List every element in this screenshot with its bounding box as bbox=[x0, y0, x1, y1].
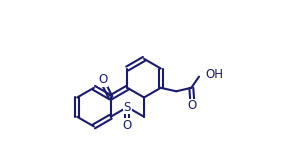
Text: O: O bbox=[123, 119, 132, 132]
Text: OH: OH bbox=[205, 68, 223, 81]
Text: O: O bbox=[188, 99, 197, 112]
Text: O: O bbox=[98, 73, 108, 86]
Text: S: S bbox=[124, 101, 131, 114]
